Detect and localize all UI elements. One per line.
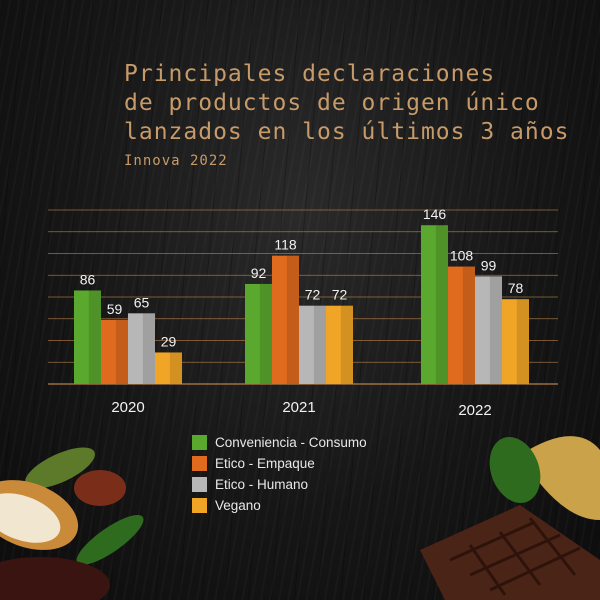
legend-label: Etico - Empaque xyxy=(215,456,315,471)
bar-shade xyxy=(489,276,502,384)
legend-label: Vegano xyxy=(215,498,261,513)
bar-value-label: 92 xyxy=(251,265,267,281)
bar xyxy=(272,255,299,384)
bar-value-label: 78 xyxy=(508,280,524,296)
legend-item: Vegano xyxy=(192,495,367,516)
legend-item: Conveniencia - Consumo xyxy=(192,432,367,453)
cocoa-pod-dark-shape xyxy=(0,557,110,600)
legend-label: Conveniencia - Consumo xyxy=(215,435,367,450)
x-tick-label: 2022 xyxy=(458,402,491,419)
cocoa-pod-red-shape xyxy=(74,470,126,506)
bar-value-label: 72 xyxy=(305,287,321,303)
bar-shade xyxy=(462,266,475,384)
cocoa-pods-decoration xyxy=(0,447,144,600)
bar-shade xyxy=(259,283,272,384)
value-labels-group: 86 59 65 29 92 118 72 72 146 108 99 78 xyxy=(80,206,524,349)
legend-item: Etico - Humano xyxy=(192,474,367,495)
x-tick-label: 2021 xyxy=(282,399,315,416)
bar-value-label: 59 xyxy=(107,301,123,317)
x-tick-label: 2020 xyxy=(111,399,144,416)
bars-group xyxy=(74,225,529,384)
legend-swatch xyxy=(192,498,207,513)
bar-value-label: 118 xyxy=(274,237,297,253)
bar-shade xyxy=(142,313,155,384)
bar xyxy=(128,313,155,384)
bar-shade xyxy=(516,299,529,384)
cocoa-leaf-shape xyxy=(25,447,95,489)
cocoa-leaf-shape-2 xyxy=(76,515,144,565)
bar-value-label: 108 xyxy=(450,248,474,264)
bar-shade xyxy=(286,255,299,384)
legend-item: Etico - Empaque xyxy=(192,453,367,474)
title-line-3: lanzados en los últimos 3 años xyxy=(124,119,570,145)
bar-shade xyxy=(88,290,101,384)
bar xyxy=(421,225,448,384)
chocolate-bar-grooves xyxy=(449,517,581,596)
bar-value-label: 146 xyxy=(423,206,447,222)
bar-value-label: 99 xyxy=(481,257,497,273)
bar-shade xyxy=(435,225,448,384)
bar-value-label: 72 xyxy=(332,287,348,303)
bar xyxy=(155,352,182,384)
chart-subtitle: Innova 2022 xyxy=(124,153,228,169)
chart-title: Principales declaraciones de productos d… xyxy=(124,60,569,147)
legend-swatch xyxy=(192,435,207,450)
chocolate-bar-shape xyxy=(420,505,600,600)
title-line-1: Principales declaraciones xyxy=(124,61,496,87)
bar xyxy=(299,305,326,384)
bar-value-label: 86 xyxy=(80,271,96,287)
legend: Conveniencia - Consumo Etico - Empaque Eti… xyxy=(192,432,367,516)
gold-leaf-shape xyxy=(520,436,600,520)
bar-shade xyxy=(340,305,353,384)
chocolate-bar-decoration xyxy=(420,436,600,600)
bar-shade xyxy=(169,352,182,384)
x-axis-labels: 2020 2021 2022 xyxy=(111,399,491,419)
title-line-2: de productos de origen único xyxy=(124,90,540,116)
bar xyxy=(74,290,101,384)
bar xyxy=(502,299,529,384)
bar xyxy=(101,319,128,384)
bar xyxy=(448,266,475,384)
bar-shade xyxy=(115,319,128,384)
legend-swatch xyxy=(192,477,207,492)
legend-swatch xyxy=(192,456,207,471)
bar-value-label: 29 xyxy=(161,333,177,349)
chocolate-leaf-shape xyxy=(489,437,541,503)
bar xyxy=(245,283,272,384)
bar xyxy=(475,276,502,384)
bar-value-label: 65 xyxy=(134,294,150,310)
legend-label: Etico - Humano xyxy=(215,477,309,492)
bar xyxy=(326,305,353,384)
bar-shade xyxy=(313,305,326,384)
cocoa-pod-flesh-shape xyxy=(0,493,61,543)
title-block: Principales declaraciones de productos d… xyxy=(124,60,569,169)
